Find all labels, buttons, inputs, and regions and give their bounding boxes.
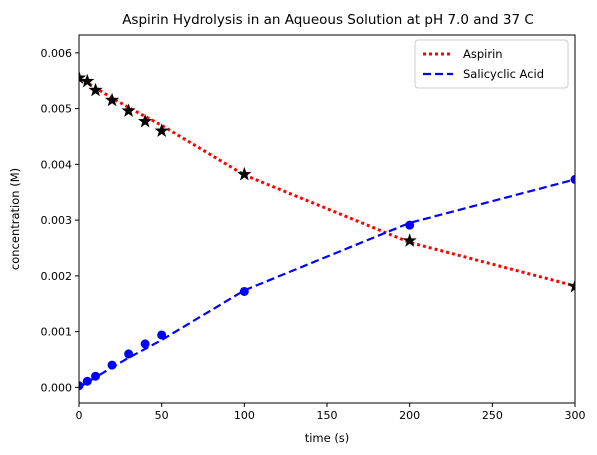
x-tick-label: 200 — [399, 409, 420, 422]
aspirin-point — [138, 113, 153, 128]
legend: Aspirin Salicyclic Acid — [414, 39, 569, 89]
salicyclic-acid-point — [140, 339, 150, 349]
x-axis-label: time (s) — [305, 431, 350, 445]
x-tick-label: 50 — [155, 409, 169, 422]
y-tick-label: 0.000 — [41, 381, 73, 394]
series-aspirin — [79, 70, 575, 293]
x-axis: 0 50 100 150 200 250 300 — [76, 403, 586, 422]
x-tick-label: 150 — [317, 409, 338, 422]
salicyclic-acid-point — [79, 381, 84, 391]
salicyclic-acid-point — [570, 174, 575, 184]
y-tick-label: 0.003 — [41, 214, 73, 227]
aspirin-point — [88, 82, 103, 97]
salicyclic-acid-point — [124, 349, 134, 359]
salicyclic-acid-line — [79, 178, 575, 389]
y-axis: 0.000 0.001 0.002 0.003 0.004 0.005 0.006 — [41, 47, 79, 394]
aspirin-point — [121, 103, 136, 117]
chart-title: Aspirin Hydrolysis in an Aqueous Solutio… — [122, 12, 534, 28]
aspirin-point — [237, 166, 252, 181]
aspirin-point — [567, 278, 575, 293]
aspirin-point — [402, 233, 417, 247]
y-tick-label: 0.004 — [41, 158, 73, 171]
aspirin-point — [104, 92, 120, 107]
salicyclic-acid-point — [405, 220, 415, 230]
salicyclic-acid-point — [157, 330, 167, 340]
legend-box — [414, 39, 569, 89]
aspirin-line — [79, 76, 575, 288]
salicyclic-acid-point — [107, 360, 117, 370]
x-tick-label: 0 — [76, 409, 83, 422]
salicyclic-acid-point — [82, 376, 92, 386]
salicyclic-acid-point — [91, 371, 101, 381]
aspirin-point — [80, 73, 95, 88]
salicyclic-acid-point — [239, 286, 249, 296]
series-salicyclic-acid — [79, 174, 575, 391]
legend-label-salicyclic-acid: Salicyclic Acid — [463, 67, 544, 81]
y-tick-label: 0.005 — [41, 103, 73, 116]
plot-frame — [78, 34, 576, 404]
y-axis-label: concentration (M) — [8, 168, 22, 270]
x-tick-label: 100 — [234, 409, 255, 422]
x-tick-label: 300 — [565, 409, 586, 422]
y-tick-label: 0.001 — [41, 326, 73, 339]
y-tick-label: 0.006 — [41, 47, 73, 60]
aspirin-point — [79, 70, 87, 84]
legend-label-aspirin: Aspirin — [463, 47, 503, 61]
y-tick-label: 0.002 — [41, 270, 73, 283]
x-tick-label: 250 — [482, 409, 503, 422]
aspirin-point — [154, 123, 169, 137]
plot-area — [79, 70, 575, 391]
